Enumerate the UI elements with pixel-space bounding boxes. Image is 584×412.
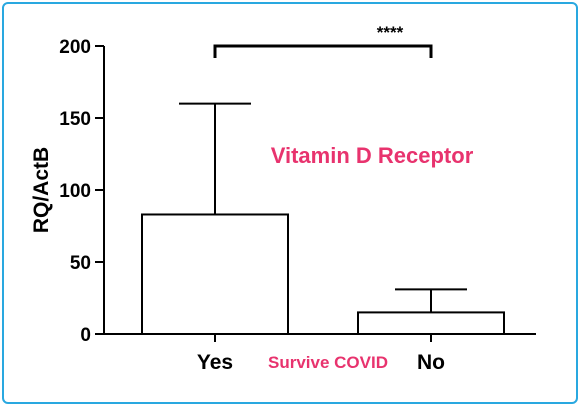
y-axis-title: RQ/ActB (30, 147, 53, 233)
y-axis: 0 50 100 150 200 (59, 37, 105, 346)
y-tick-label: 0 (80, 325, 91, 346)
y-tick-label: 100 (59, 181, 91, 202)
y-tick-label: 50 (70, 253, 91, 274)
y-tick-label: 200 (59, 37, 91, 58)
significance-stars: **** (377, 23, 404, 42)
x-tick-label-no: No (417, 351, 445, 374)
bracket-line (213, 44, 433, 58)
bar-no (357, 311, 505, 335)
x-axis: Yes No (104, 333, 536, 374)
chart-annotation: Vitamin D Receptor (271, 143, 474, 168)
error-bars (179, 102, 467, 313)
chart-frame (2, 2, 578, 404)
x-tick-label-yes: Yes (197, 351, 233, 374)
bars (141, 213, 505, 335)
bar-yes (141, 213, 289, 335)
x-axis-title: Survive COVID (268, 353, 388, 372)
significance-bracket: **** (213, 23, 433, 58)
y-tick-label: 150 (59, 109, 91, 130)
